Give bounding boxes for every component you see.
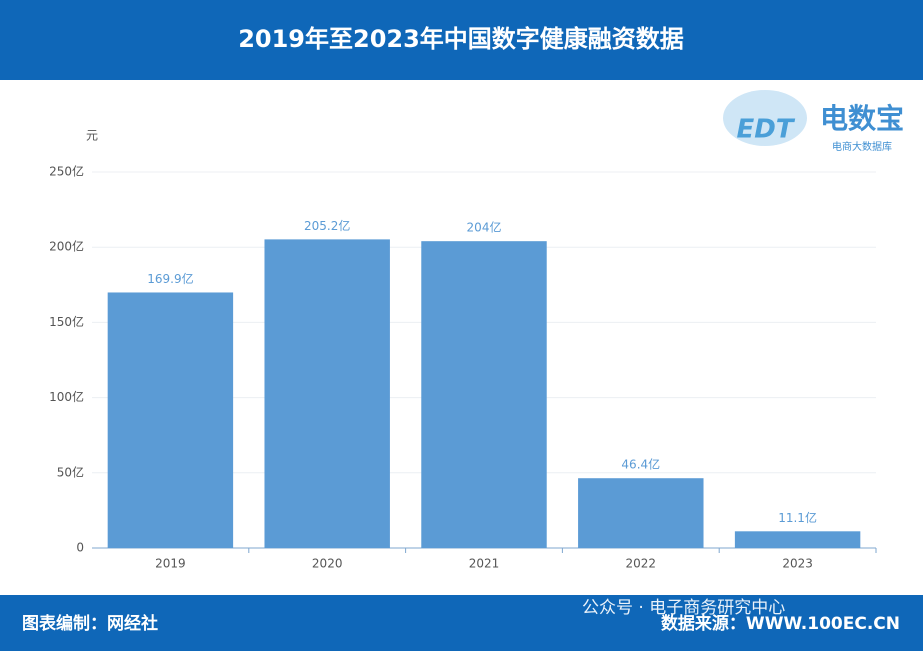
footer-left: 图表编制：网经社	[22, 613, 158, 634]
bar	[734, 531, 861, 548]
header-band	[0, 0, 923, 80]
value-label: 169.9亿	[147, 271, 193, 286]
x-tick-label: 2019	[155, 557, 186, 571]
y-tick-label: 200亿	[49, 239, 84, 254]
logo-name: 电数宝	[820, 102, 904, 135]
value-label: 205.2亿	[304, 218, 350, 233]
logo-cloud	[723, 90, 807, 146]
y-tick-label: 0	[76, 541, 84, 555]
logo-mark: EDT	[736, 115, 795, 145]
bar	[264, 239, 390, 548]
bar	[578, 478, 704, 548]
footer-watermark: 公众号 · 电子商务研究中心	[582, 598, 785, 618]
value-label: 204亿	[467, 220, 502, 235]
y-tick-label: 50亿	[57, 464, 84, 479]
value-label: 11.1亿	[778, 510, 817, 525]
x-tick-label: 2021	[469, 557, 500, 571]
logo: EDT 电数宝 电商大数据库	[723, 90, 904, 153]
footer-band	[0, 595, 923, 651]
y-tick-label: 150亿	[49, 314, 84, 329]
x-tick-label: 2020	[312, 557, 343, 571]
chart-title: 2019年至2023年中国数字健康融资数据	[238, 25, 684, 53]
y-tick-label: 100亿	[49, 389, 84, 404]
bar	[107, 292, 234, 548]
footer-right: 数据来源：WWW.100EC.CN	[661, 613, 900, 634]
value-label: 46.4亿	[621, 457, 660, 472]
logo-tagline: 电商大数据库	[832, 140, 892, 153]
bar	[421, 241, 547, 548]
y-unit: 元	[86, 129, 98, 143]
x-tick-label: 2023	[782, 557, 813, 571]
y-tick-label: 250亿	[49, 164, 84, 179]
x-tick-label: 2022	[626, 557, 657, 571]
